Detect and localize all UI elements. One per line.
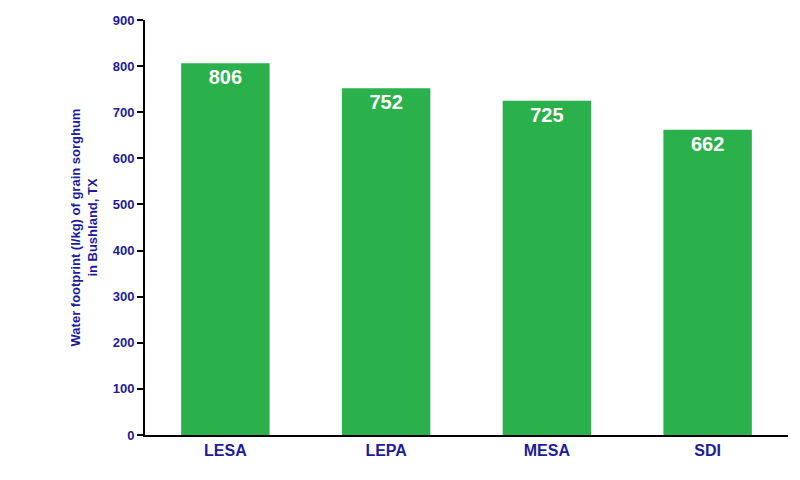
svg-text:LEPA: LEPA bbox=[365, 442, 407, 459]
svg-text:0: 0 bbox=[127, 428, 134, 443]
svg-text:900: 900 bbox=[113, 13, 135, 28]
svg-text:100: 100 bbox=[113, 381, 135, 396]
svg-text:700: 700 bbox=[113, 105, 135, 120]
svg-text:MESA: MESA bbox=[524, 442, 571, 459]
svg-text:662: 662 bbox=[691, 133, 724, 155]
svg-text:600: 600 bbox=[113, 151, 135, 166]
svg-text:725: 725 bbox=[530, 104, 563, 126]
svg-text:800: 800 bbox=[113, 59, 135, 74]
svg-text:300: 300 bbox=[113, 289, 135, 304]
svg-text:500: 500 bbox=[113, 197, 135, 212]
svg-text:400: 400 bbox=[113, 243, 135, 258]
svg-text:Water footprint (l/kg) of grai: Water footprint (l/kg) of grain sorghumi… bbox=[68, 109, 100, 347]
svg-text:806: 806 bbox=[209, 66, 242, 88]
svg-text:200: 200 bbox=[113, 335, 135, 350]
svg-text:LESA: LESA bbox=[204, 442, 247, 459]
svg-text:752: 752 bbox=[369, 91, 402, 113]
svg-text:SDI: SDI bbox=[694, 442, 721, 459]
